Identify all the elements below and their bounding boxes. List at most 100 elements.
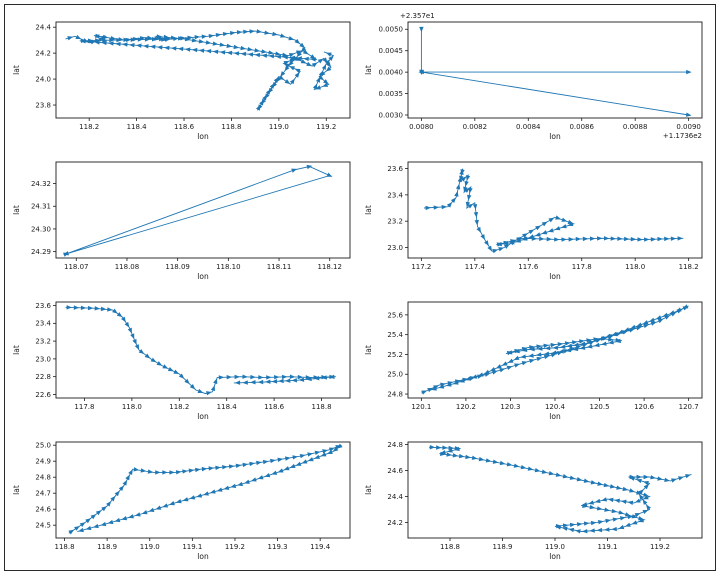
direction-marker-icon bbox=[506, 350, 513, 356]
direction-marker-icon bbox=[191, 48, 198, 53]
direction-marker-icon bbox=[295, 461, 302, 466]
direction-marker-icon bbox=[166, 37, 172, 42]
direction-marker-icon bbox=[189, 383, 196, 390]
direction-marker-icon bbox=[529, 345, 535, 350]
direction-marker-icon bbox=[198, 48, 205, 54]
direction-marker-icon bbox=[322, 448, 328, 454]
x-tick-label: 0.0084 bbox=[516, 123, 541, 131]
direction-marker-icon bbox=[670, 236, 677, 242]
direction-marker-icon bbox=[547, 228, 554, 233]
direction-marker-icon bbox=[484, 240, 489, 247]
direction-marker-icon bbox=[608, 339, 614, 345]
direction-marker-icon bbox=[283, 61, 290, 66]
direction-marker-icon bbox=[107, 519, 114, 524]
direction-marker-icon bbox=[140, 467, 147, 473]
direction-marker-icon bbox=[78, 527, 84, 532]
direction-marker-icon bbox=[87, 305, 94, 311]
x-tick-label: 118.08 bbox=[115, 263, 140, 271]
direction-marker-icon bbox=[143, 44, 149, 49]
direction-marker-icon bbox=[108, 41, 114, 47]
direction-marker-icon bbox=[458, 453, 465, 458]
direction-marker-icon bbox=[555, 215, 561, 220]
x-axis-label: lon bbox=[549, 132, 561, 141]
direction-marker-icon bbox=[529, 346, 535, 352]
direction-marker-icon bbox=[280, 71, 286, 78]
direction-marker-icon bbox=[95, 34, 101, 39]
direction-marker-icon bbox=[228, 463, 235, 469]
direction-marker-icon bbox=[268, 50, 274, 56]
direction-marker-icon bbox=[261, 53, 268, 59]
direction-marker-icon bbox=[465, 175, 471, 182]
direction-marker-icon bbox=[184, 47, 191, 53]
direction-marker-icon bbox=[634, 498, 641, 503]
direction-marker-icon bbox=[624, 236, 630, 242]
direction-marker-icon bbox=[226, 51, 233, 56]
x-tick-label: 0.0090 bbox=[676, 123, 701, 131]
direction-marker-icon bbox=[561, 237, 567, 242]
y-axis-label: lat bbox=[364, 345, 373, 355]
y-tick-label: 22.8 bbox=[35, 373, 51, 381]
direction-marker-icon bbox=[261, 49, 267, 54]
direction-marker-icon bbox=[254, 48, 261, 53]
direction-marker-icon bbox=[208, 34, 215, 39]
y-axis-label: lat bbox=[12, 205, 21, 215]
direction-marker-icon bbox=[657, 476, 663, 481]
direction-marker-icon bbox=[212, 41, 219, 47]
subplot-5: 117.8 118.0 118.2 118.4 118.6 118.8 22.6 22.8 23… bbox=[10, 289, 358, 426]
direction-marker-icon bbox=[268, 54, 275, 59]
direction-marker-icon bbox=[678, 475, 684, 481]
direction-marker-icon bbox=[487, 245, 493, 252]
direction-marker-icon bbox=[294, 39, 301, 45]
direction-marker-icon bbox=[237, 481, 244, 486]
direction-marker-icon bbox=[514, 348, 520, 354]
direction-marker-icon bbox=[559, 344, 566, 349]
direction-marker-icon bbox=[460, 176, 467, 182]
direction-marker-icon bbox=[642, 509, 649, 514]
direction-marker-icon bbox=[173, 369, 180, 374]
x-tick-label: 118.11 bbox=[267, 263, 292, 271]
y-axis-label: lat bbox=[364, 205, 373, 215]
direction-marker-icon bbox=[197, 388, 204, 393]
direction-marker-icon bbox=[229, 31, 236, 36]
direction-marker-icon bbox=[257, 474, 264, 479]
direction-marker-icon bbox=[685, 112, 692, 118]
direction-marker-icon bbox=[115, 42, 121, 47]
direction-marker-icon bbox=[134, 344, 140, 350]
direction-marker-icon bbox=[271, 470, 278, 475]
direction-marker-icon bbox=[575, 237, 582, 242]
y-tick-label: 24.4 bbox=[35, 24, 51, 32]
y-tick-label: 23.6 bbox=[35, 302, 51, 310]
direction-marker-icon bbox=[544, 345, 551, 351]
y-tick-label: 23.4 bbox=[35, 320, 51, 328]
axes-frame bbox=[55, 161, 351, 259]
direction-marker-icon bbox=[118, 485, 124, 491]
trajectory-line bbox=[428, 446, 692, 532]
subplot-canvas: 117.8 118.0 118.2 118.4 118.6 118.8 22.6 22.8 23… bbox=[12, 301, 351, 421]
direction-marker-icon bbox=[669, 310, 675, 315]
direction-marker-icon bbox=[269, 83, 275, 90]
y-tick-label: 0.0050 bbox=[379, 26, 404, 34]
direction-marker-icon bbox=[566, 343, 573, 348]
x-tick-label: 0.0080 bbox=[409, 123, 434, 131]
direction-marker-icon bbox=[121, 316, 126, 323]
direction-marker-icon bbox=[531, 236, 538, 241]
direction-marker-icon bbox=[114, 517, 121, 522]
direction-marker-icon bbox=[205, 40, 212, 45]
direction-marker-icon bbox=[283, 465, 290, 470]
x-axis-label: lon bbox=[549, 552, 561, 561]
direction-marker-icon bbox=[102, 35, 109, 40]
direction-marker-icon bbox=[485, 457, 492, 463]
direction-marker-icon bbox=[536, 356, 543, 362]
direction-marker-icon bbox=[535, 352, 542, 357]
direction-marker-icon bbox=[445, 382, 452, 387]
direction-marker-icon bbox=[258, 374, 264, 380]
direction-marker-icon bbox=[607, 497, 614, 502]
direction-marker-icon bbox=[593, 342, 600, 347]
direction-marker-icon bbox=[306, 165, 313, 170]
direction-marker-icon bbox=[529, 358, 535, 364]
direction-marker-icon bbox=[642, 494, 649, 499]
direction-marker-icon bbox=[579, 345, 586, 350]
direction-marker-icon bbox=[242, 462, 249, 467]
direction-marker-icon bbox=[576, 521, 583, 527]
direction-marker-icon bbox=[618, 524, 625, 529]
